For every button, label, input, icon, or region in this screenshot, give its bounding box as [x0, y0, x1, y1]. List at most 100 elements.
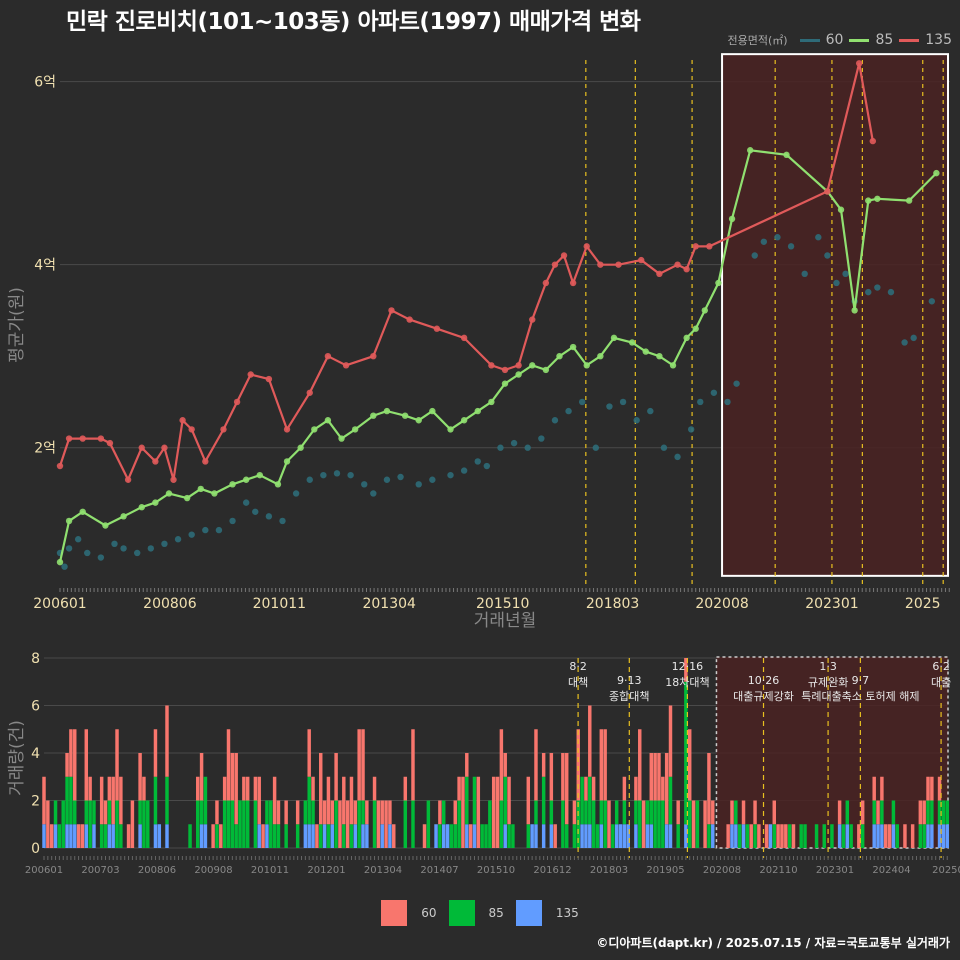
price-point-135 — [683, 266, 690, 273]
volume-bar-60 — [73, 729, 77, 801]
volume-x-tick-label: 201304 — [364, 865, 402, 876]
volume-bar-135 — [837, 824, 842, 848]
event-name-label: 대출규제강화 — [733, 690, 794, 703]
volume-bar-135 — [530, 824, 534, 848]
volume-x-tick-label: 201803 — [590, 865, 628, 876]
volume-bar-60 — [499, 729, 504, 801]
volume-bar-85 — [937, 800, 942, 825]
price-point-85 — [628, 339, 636, 346]
volume-bar-85 — [753, 824, 757, 848]
volume-bar-60 — [576, 729, 580, 801]
volume-bar-135 — [84, 824, 89, 848]
volume-bar-60 — [661, 776, 665, 801]
volume-bar-60 — [634, 776, 638, 801]
volume-bar-60 — [876, 800, 880, 825]
volume-bar-85 — [511, 824, 515, 848]
price-point-85 — [324, 417, 332, 424]
volume-bar-60 — [226, 729, 231, 801]
volume-bar-135 — [157, 824, 162, 848]
price-point-85 — [474, 407, 481, 415]
volume-bar-60 — [153, 729, 158, 777]
volume-bar-85 — [115, 800, 119, 848]
volume-bar-60 — [49, 824, 54, 848]
volume-bar-85 — [142, 800, 146, 848]
price-point-85 — [447, 426, 454, 433]
volume-bar-60 — [584, 776, 588, 801]
volume-bar-85 — [457, 800, 461, 848]
price-point-85 — [529, 362, 536, 369]
volume-bar-85 — [499, 800, 504, 848]
price-point-85 — [165, 490, 173, 497]
volume-bar-85 — [465, 776, 469, 825]
price-point-85 — [102, 522, 109, 529]
price-x-tick-label: 201304 — [362, 596, 416, 612]
volume-bar-135 — [265, 824, 269, 848]
volume-bar-85 — [572, 824, 577, 848]
volume-bar-135 — [303, 824, 308, 848]
volume-bar-85 — [119, 824, 123, 848]
volume-bar-135 — [768, 824, 773, 848]
volume-y-tick-label: 6 — [31, 699, 40, 715]
volume-bar-85 — [441, 800, 446, 825]
price-point-135 — [615, 261, 622, 268]
volume-bar-85 — [276, 824, 281, 848]
volume-bar-85 — [611, 824, 615, 848]
volume-bar-85 — [622, 800, 627, 825]
price-point-60 — [901, 339, 908, 346]
price-point-135 — [583, 243, 590, 250]
price-point-60 — [460, 467, 468, 474]
volume-bar-60 — [357, 729, 361, 801]
volume-bar-85 — [188, 824, 192, 848]
top-legend: 전용면적(㎡) 60 85 135 — [728, 32, 952, 48]
event-name-label: 대책 — [568, 676, 588, 689]
volume-bar-135 — [434, 824, 438, 848]
volume-bar-60 — [622, 776, 627, 801]
price-point-85 — [197, 485, 204, 493]
volume-bar-60 — [534, 729, 538, 801]
price-point-135 — [324, 352, 332, 360]
volume-bar-60 — [196, 776, 200, 801]
volume-bar-60 — [564, 753, 569, 825]
price-point-60 — [578, 398, 586, 406]
price-point-85 — [597, 352, 604, 360]
volume-bar-60 — [930, 776, 934, 801]
price-point-60 — [497, 444, 504, 451]
volume-bar-85 — [860, 824, 865, 848]
price-point-135 — [233, 398, 241, 406]
volume-bar-135 — [107, 824, 112, 848]
volume-bar-85 — [653, 800, 657, 848]
price-point-85 — [865, 197, 872, 204]
price-point-60 — [133, 549, 141, 557]
volume-x-tick-label: 200908 — [194, 865, 232, 876]
price-point-60 — [833, 279, 840, 287]
volume-bar-60 — [42, 776, 46, 825]
volume-bar-85 — [772, 824, 777, 848]
price-point-135 — [247, 371, 254, 378]
volume-bar-135 — [53, 824, 58, 848]
volume-x-tick-label: 20250 — [932, 865, 960, 876]
price-point-135 — [515, 362, 522, 369]
bottom-legend: 60 85 135 — [0, 900, 960, 926]
price-point-60 — [733, 380, 740, 387]
volume-bar-60 — [222, 776, 227, 801]
price-point-135 — [433, 325, 441, 332]
volume-bar-85 — [787, 824, 792, 848]
volume-bar-60 — [603, 729, 607, 801]
price-point-60 — [174, 536, 182, 543]
volume-bar-85 — [526, 824, 531, 848]
price-point-85 — [656, 352, 663, 360]
price-point-60 — [202, 526, 209, 534]
volume-bar-85 — [830, 824, 834, 848]
volume-bar-60 — [703, 800, 707, 848]
volume-x-tick-label: 202301 — [816, 865, 854, 876]
price-point-85 — [311, 426, 318, 433]
price-point-135 — [106, 439, 114, 447]
price-point-135 — [124, 476, 132, 483]
volume-bar-60 — [687, 729, 692, 801]
price-series-line-135 — [58, 63, 874, 483]
price-point-60 — [697, 398, 704, 406]
event-date-label: 9·13 — [617, 674, 642, 687]
volume-bar-85 — [614, 800, 619, 825]
volume-bar-85 — [737, 824, 742, 848]
price-point-60 — [538, 435, 545, 442]
